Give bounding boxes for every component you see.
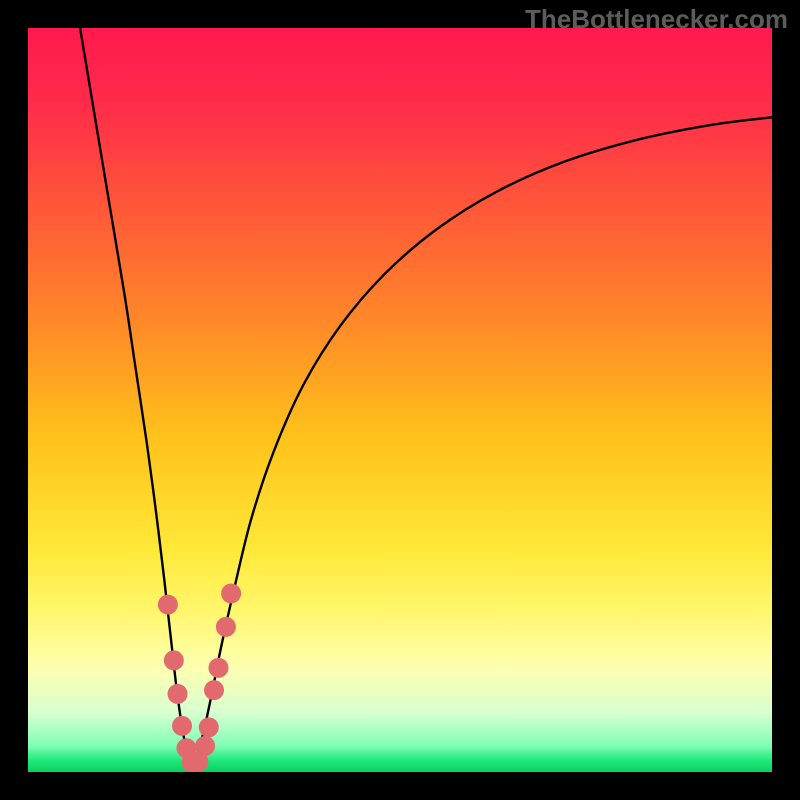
chart-frame	[0, 0, 800, 800]
data-marker	[172, 716, 192, 736]
data-marker	[195, 736, 215, 756]
data-marker	[168, 684, 188, 704]
data-marker	[208, 658, 228, 678]
data-marker	[204, 680, 224, 700]
source-watermark: TheBottlenecker.com	[525, 4, 788, 35]
chart-plot-area	[28, 28, 772, 772]
data-marker	[158, 595, 178, 615]
data-marker	[164, 650, 184, 670]
chart-svg	[28, 28, 772, 772]
data-marker	[199, 717, 219, 737]
data-marker	[216, 617, 236, 637]
data-marker	[221, 583, 241, 603]
